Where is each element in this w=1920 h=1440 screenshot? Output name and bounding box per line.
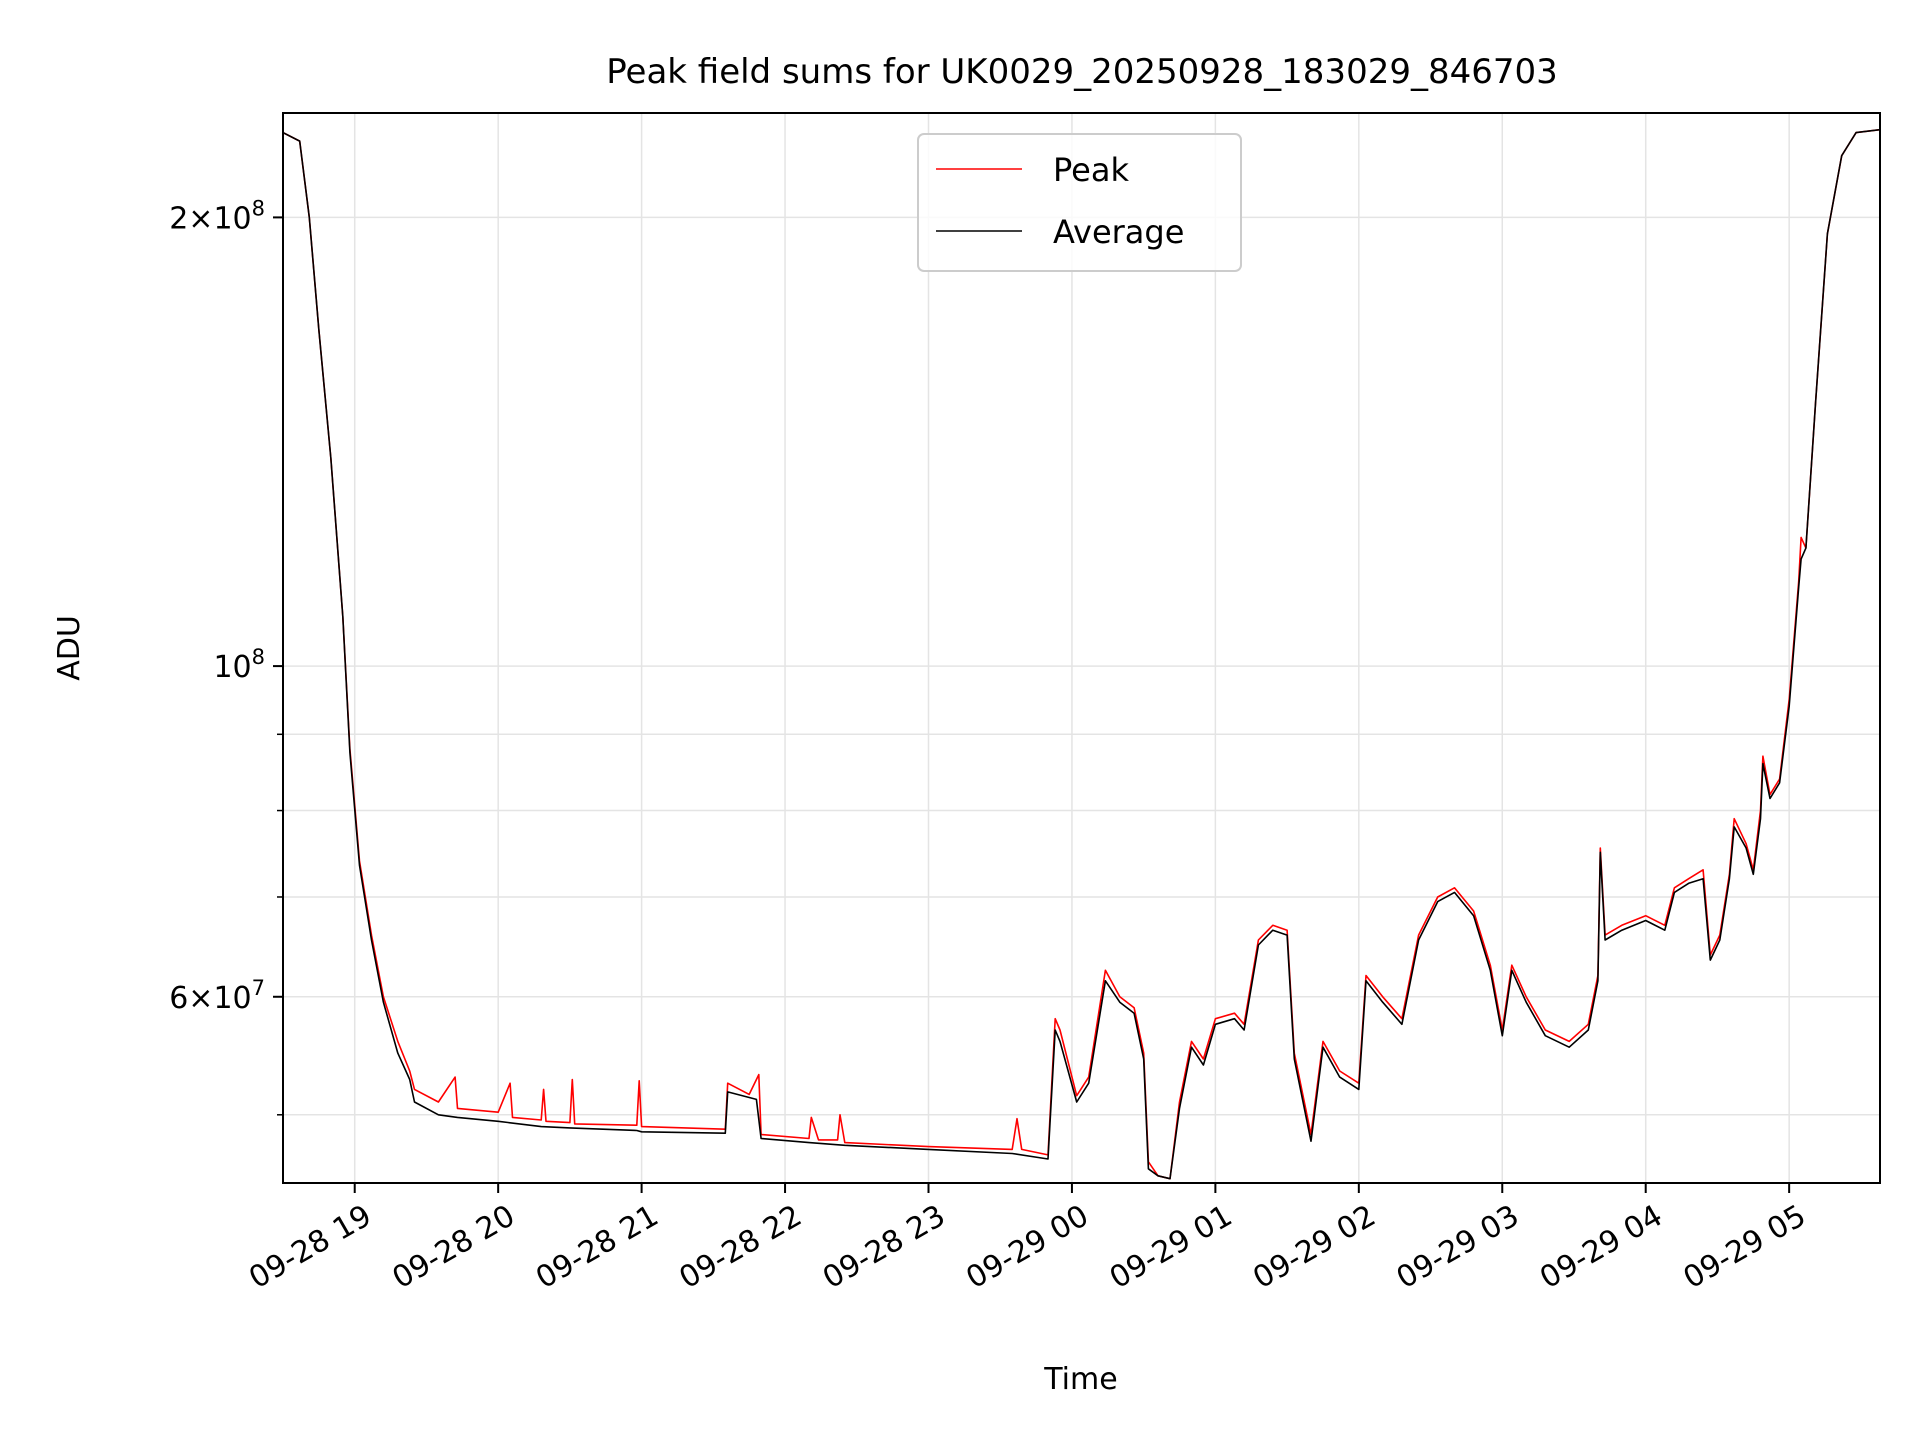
y-axis: 108 2×108 6×107 xyxy=(169,196,283,1116)
x-axis-label: Time xyxy=(1043,1362,1117,1397)
y-axis-label: ADU xyxy=(52,615,87,681)
y-tick-label: 2×108 xyxy=(169,196,265,236)
series-line-average xyxy=(283,128,1880,1180)
series-group xyxy=(283,128,1880,1180)
grid xyxy=(283,113,1880,1183)
y-tick-label: 6×107 xyxy=(169,976,265,1016)
plot-frame xyxy=(282,112,1881,1184)
legend-peak-label: Peak xyxy=(1053,151,1129,189)
y-tick-label: 108 xyxy=(213,645,265,685)
chart-title: Peak field sums for UK0029_20250928_1830… xyxy=(606,52,1558,92)
legend: Peak Average xyxy=(917,133,1242,272)
legend-average-label: Average xyxy=(1053,213,1184,251)
